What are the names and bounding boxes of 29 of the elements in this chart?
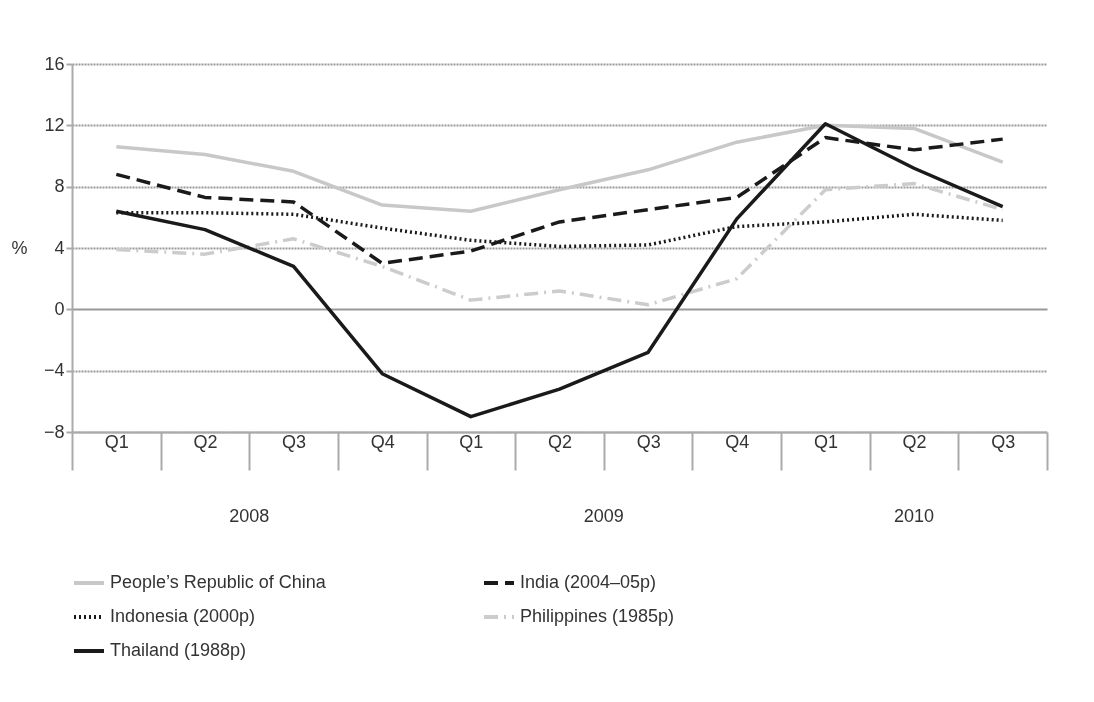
x-tick-label: Q4	[370, 431, 395, 452]
x-tick-label: Q3	[636, 431, 661, 452]
text: 2010	[894, 506, 935, 526]
y-axis-title: %	[11, 237, 28, 258]
x-tick-label: Q1	[459, 431, 484, 452]
text: 2009	[583, 506, 624, 526]
y-tick-label: −8	[43, 421, 65, 442]
legend-label: Indonesia (2000p)	[110, 606, 256, 626]
legend-label: Thailand (1988p)	[110, 640, 247, 660]
x-tick-label: Q2	[902, 431, 927, 452]
x-tick-label: Q1	[104, 431, 129, 452]
x-tick-label: Q3	[282, 431, 307, 452]
x-tick-label: Q4	[725, 431, 750, 452]
y-tick-label: 8	[54, 176, 65, 197]
legend-label: Philippines (1985p)	[520, 606, 675, 626]
y-tick-label: 0	[54, 298, 65, 319]
legend-label: People’s Republic of China	[110, 572, 327, 592]
line-series	[114, 123, 1005, 213]
y-tick-label: 4	[54, 237, 65, 258]
legend-label: India (2004–05p)	[520, 572, 657, 592]
y-tick-label: 12	[44, 114, 65, 135]
x-tick-label: Q1	[813, 431, 838, 452]
line-series	[114, 181, 1005, 307]
y-tick-label: −4	[43, 360, 65, 381]
y-tick-label: 16	[44, 53, 65, 74]
x-tick-label: Q2	[547, 431, 573, 452]
x-tick-label: Q3	[991, 431, 1016, 452]
x-tick-label: Q2	[193, 431, 218, 452]
text: 2008	[229, 506, 270, 526]
